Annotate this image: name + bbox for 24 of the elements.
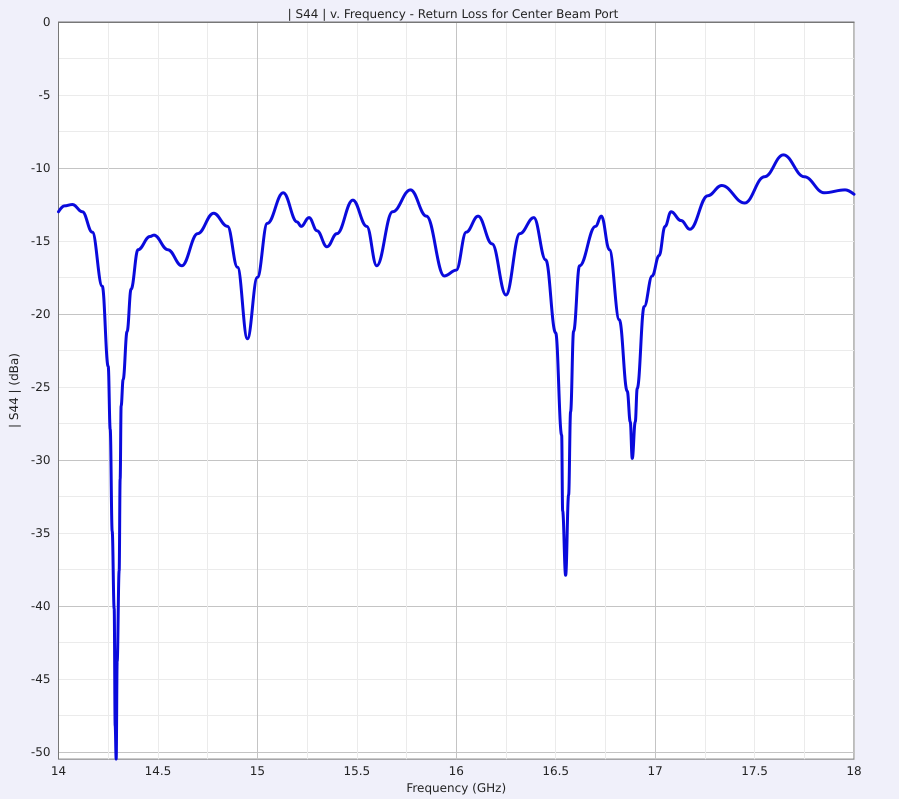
chart-title: | S44 | v. Frequency - Return Loss for Center Beam Port <box>288 7 619 21</box>
y-tick-label: -50 <box>30 744 50 759</box>
y-axis-title: | S44 | (dBa) <box>7 353 21 428</box>
y-tick-label: -40 <box>30 598 50 613</box>
x-tick-label: 15 <box>250 764 266 778</box>
x-tick-label: 17.5 <box>741 764 768 778</box>
y-tick-label: -30 <box>30 452 50 467</box>
y-tick-label: -45 <box>30 672 50 686</box>
y-tick-label: -15 <box>30 234 50 248</box>
x-tick-label: 14 <box>50 764 66 778</box>
y-tick-label: -25 <box>30 380 50 394</box>
y-tick-label: 0 <box>42 15 50 29</box>
y-tick-label: -35 <box>30 526 50 540</box>
x-tick-label: 16.5 <box>542 764 570 778</box>
line-series <box>57 153 856 761</box>
y-tick-label: -20 <box>30 306 50 321</box>
y-tick-label: -5 <box>38 88 50 102</box>
x-axis-title: Frequency (GHz) <box>406 781 506 795</box>
x-tick-label: 16 <box>448 764 464 778</box>
x-tick-label: 15.5 <box>343 764 370 778</box>
x-tick-label: 17 <box>647 764 663 778</box>
x-tick-label: 18 <box>846 764 862 778</box>
y-tick-label: -10 <box>30 160 50 175</box>
x-tick-label: 14.5 <box>144 764 172 778</box>
